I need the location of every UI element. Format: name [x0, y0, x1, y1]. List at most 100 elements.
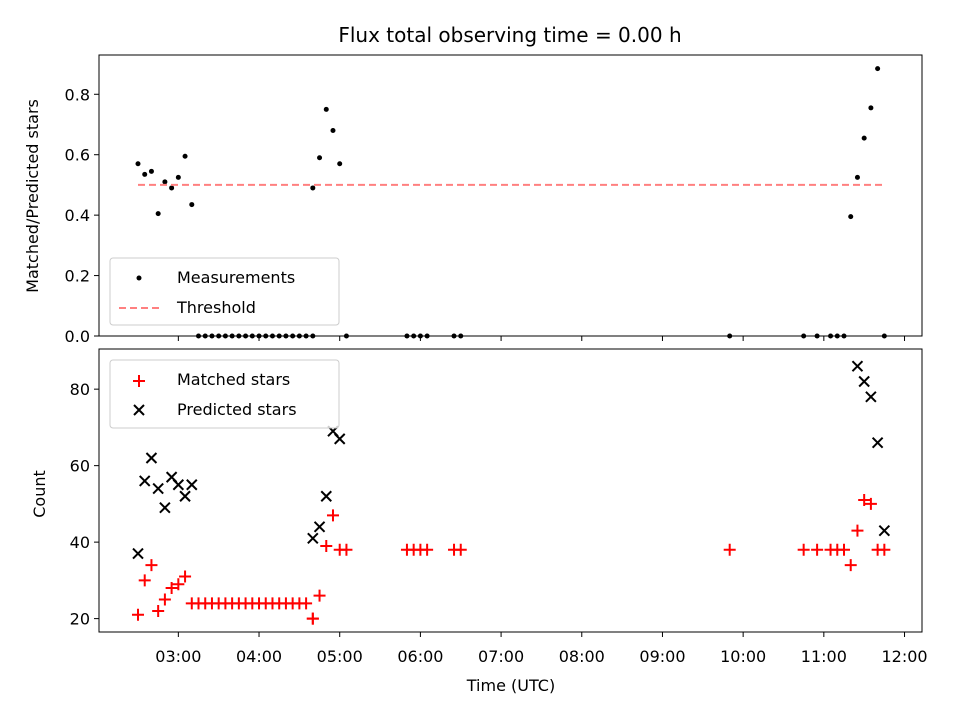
predicted-stars-point [145, 452, 158, 464]
predicted-stars-point [152, 482, 164, 495]
legend-label-threshold: Threshold [176, 298, 256, 317]
top-y-tick-label: 0.2 [65, 267, 90, 286]
matched-stars-point [864, 497, 877, 510]
legend-marker-matched-stars [133, 375, 145, 387]
measurement-point [142, 171, 148, 177]
predicted-stars-point [307, 532, 319, 545]
measurement-point [828, 333, 834, 339]
measurement-point [276, 333, 282, 339]
bottom-y-axis-ticks: 20 40 60 80 [70, 380, 99, 629]
measurement-point [303, 333, 309, 339]
bottom-legend-box [109, 359, 340, 429]
measurement-point [236, 333, 242, 339]
measurement-point [196, 333, 202, 339]
predicted-stars-point [851, 360, 864, 372]
measurement-point [330, 128, 336, 134]
measurement-point [868, 105, 874, 111]
matched-stars-point [300, 597, 313, 610]
matched-stars-point [179, 570, 192, 583]
measurement-point [458, 333, 464, 339]
legend-label-matched-stars: Matched stars [177, 370, 290, 389]
top-legend-box [109, 257, 340, 326]
top-series [135, 66, 887, 339]
matched-stars-point [797, 543, 810, 556]
predicted-stars-point [139, 475, 151, 487]
x-axis-label: Time (UTC) [466, 676, 555, 695]
x-tick-label: 04:00 [236, 647, 282, 666]
matched-stars-point [131, 608, 144, 621]
measurement-point [283, 333, 289, 339]
measurement-point [182, 153, 188, 159]
measurement-point [155, 211, 161, 217]
matched-stars-point [313, 589, 326, 602]
matched-stars-point [340, 543, 353, 556]
matched-stars-point [320, 539, 333, 552]
x-tick-label: 05:00 [317, 647, 363, 666]
predicted-stars-point [172, 479, 185, 491]
bottom-legend: Matched stars Predicted stars [109, 359, 340, 429]
matched-stars-point [723, 543, 736, 556]
predicted-stars-point [871, 436, 884, 449]
predicted-stars-point [313, 521, 326, 533]
measurement-point [854, 174, 860, 180]
measurement-point [162, 179, 168, 185]
predicted-stars-point [878, 524, 891, 537]
measurement-point [256, 333, 262, 339]
matched-stars-point [158, 593, 171, 606]
top-legend: Measurements Threshold [109, 257, 340, 326]
predicted-stars-point [334, 433, 346, 445]
measurement-point [310, 333, 316, 339]
measurement-point [848, 214, 854, 220]
matched-stars-point [138, 574, 151, 587]
top-y-axis-label: Matched/Predicted stars [23, 99, 42, 293]
bottom-y-tick-label: 60 [70, 457, 90, 476]
legend-marker-measurements [136, 275, 142, 281]
measurement-point [189, 202, 195, 208]
matched-stars-point [878, 543, 891, 556]
matched-stars-point [454, 543, 467, 556]
measurement-point [263, 333, 269, 339]
measurement-point [801, 333, 807, 339]
measurement-point [175, 174, 181, 180]
measurement-point [135, 161, 141, 167]
x-tick-label: 03:00 [155, 647, 201, 666]
top-y-tick-label: 0.0 [65, 327, 90, 346]
matched-stars-point [851, 524, 864, 537]
predicted-stars-point [858, 375, 870, 388]
x-tick-label: 06:00 [397, 647, 443, 666]
measurement-point [148, 168, 154, 174]
matched-stars-point [811, 543, 824, 556]
legend-marker-predicted-stars [133, 404, 145, 416]
bottom-y-tick-label: 40 [70, 533, 90, 552]
measurement-point [290, 333, 296, 339]
chart-title: Flux total observing time = 0.00 h [338, 23, 681, 47]
measurement-point [417, 333, 423, 339]
measurement-point [451, 333, 457, 339]
bottom-x-axis-ticks: 03:00 04:00 05:00 06:00 07:00 08:00 09:00 10:00… [155, 632, 928, 666]
measurement-point [834, 333, 840, 339]
predicted-stars-point [320, 490, 332, 502]
measurement-point [861, 135, 867, 141]
top-y-axis-ticks: 0.0 0.2 0.4 0.6 0.8 [65, 85, 99, 346]
measurement-point [209, 333, 215, 339]
measurement-point [841, 333, 847, 339]
measurement-point [243, 333, 249, 339]
matched-stars-point [844, 559, 857, 572]
top-y-tick-label: 0.8 [65, 85, 90, 104]
x-tick-label: 09:00 [639, 647, 685, 666]
measurement-point [337, 161, 343, 167]
measurement-point [222, 333, 228, 339]
predicted-stars-point [132, 547, 144, 560]
measurement-point [310, 185, 316, 191]
measurement-point [317, 155, 323, 161]
measurement-point [249, 333, 255, 339]
matched-stars-point [858, 494, 871, 507]
predicted-stars-point [865, 391, 877, 403]
x-tick-label: 12:00 [881, 647, 927, 666]
measurement-point [323, 106, 329, 112]
measurement-point [814, 333, 820, 339]
measurement-point [411, 333, 417, 339]
bottom-y-tick-label: 20 [70, 610, 90, 629]
top-plot-panel: 0.00.20.40.60.8 Matched/Predicted stars … [23, 54, 923, 346]
